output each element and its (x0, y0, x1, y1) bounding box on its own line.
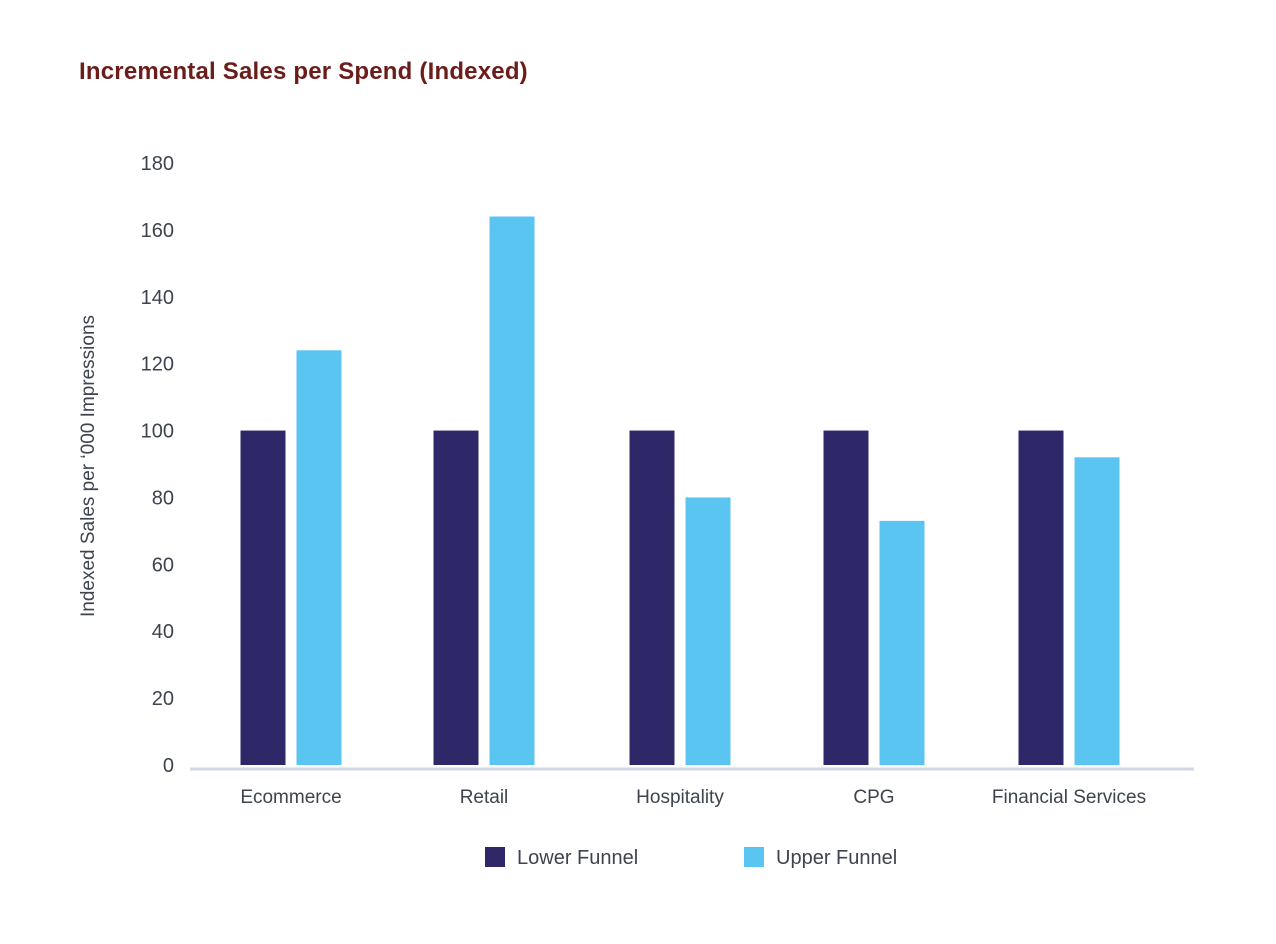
bar-lower-funnel-hospitality (629, 430, 675, 765)
bar-upper-funnel-financial-services (1074, 457, 1120, 765)
bar-upper-funnel-cpg (879, 520, 925, 765)
x-axis-labels: Ecommerce Retail Hospitality CPG Financial S… (240, 787, 1146, 808)
bar-upper-funnel-retail (489, 216, 535, 765)
legend-label: Upper Funnel (776, 847, 897, 869)
legend-swatch (485, 847, 505, 867)
x-tick-label: Financial Services (992, 787, 1146, 808)
y-tick-label: 100 (141, 421, 174, 443)
y-tick-label: 80 (152, 487, 174, 509)
legend-label: Lower Funnel (517, 847, 638, 869)
bar-lower-funnel-financial-services (1018, 430, 1064, 765)
bar-lower-funnel-ecommerce (240, 430, 286, 765)
bar-lower-funnel-cpg (823, 430, 869, 765)
y-tick-label: 40 (152, 621, 174, 643)
legend: Lower Funnel Upper Funnel (485, 847, 897, 869)
bar-upper-funnel-hospitality (685, 497, 731, 765)
bar-upper-funnel-ecommerce (296, 350, 342, 765)
y-axis-ticks: 0 20 40 60 80 100 120 140 160 180 (141, 153, 174, 777)
x-tick-label: Hospitality (636, 787, 724, 808)
y-tick-label: 0 (163, 755, 174, 777)
x-tick-label: Ecommerce (240, 787, 341, 808)
bars (240, 216, 1120, 765)
y-tick-label: 160 (141, 220, 174, 242)
legend-swatch (744, 847, 764, 867)
y-tick-label: 120 (141, 354, 174, 376)
y-tick-label: 180 (141, 153, 174, 175)
chart-title: Incremental Sales per Spend (Indexed) (79, 58, 528, 85)
y-tick-label: 60 (152, 554, 174, 576)
x-tick-label: CPG (853, 787, 894, 808)
y-tick-label: 140 (141, 287, 174, 309)
bar-lower-funnel-retail (433, 430, 479, 765)
y-axis-title-group: Indexed Sales per ‘000 Impressions (78, 315, 99, 617)
y-axis-title: Indexed Sales per ‘000 Impressions (78, 315, 99, 617)
x-tick-label: Retail (460, 787, 509, 808)
y-tick-label: 20 (152, 688, 174, 710)
